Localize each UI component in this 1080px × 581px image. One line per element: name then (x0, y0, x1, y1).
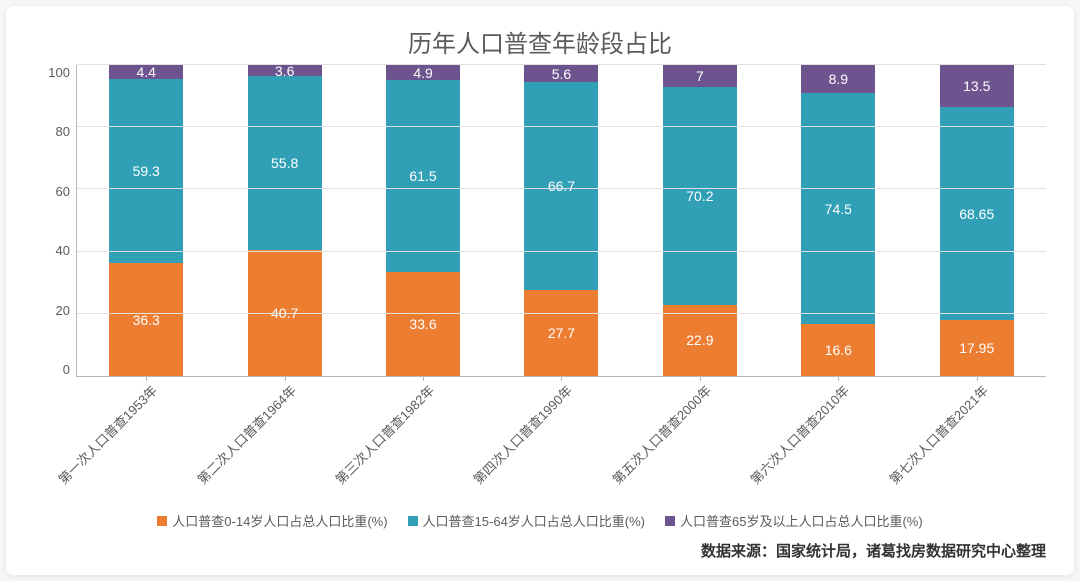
bar-group: 17.95 68.65 13.5 (940, 65, 1014, 376)
bar-segment-age_65p: 3.6 (248, 65, 322, 76)
source-note: 数据来源：国家统计局，诸葛找房数据研究中心整理 (34, 540, 1046, 561)
bar-segment-age_15_64: 59.3 (109, 79, 183, 263)
bar-group: 36.3 59.3 4.4 (109, 65, 183, 376)
y-tick-label: 100 (48, 65, 70, 80)
bar-group: 27.7 66.7 5.6 (524, 65, 598, 376)
bar-value-label: 27.7 (548, 325, 575, 341)
bar-segment-age_0_14: 27.7 (524, 290, 598, 376)
bar-segment-age_15_64: 55.8 (248, 76, 322, 249)
legend-item: 人口普查15-64岁人口占总人口比重(%) (408, 511, 645, 530)
stacked-bar: 36.3 59.3 4.4 (109, 65, 183, 376)
bar-segment-age_65p: 7 (663, 65, 737, 87)
legend-swatch (408, 516, 418, 526)
legend-swatch (157, 516, 167, 526)
bar-value-label: 22.9 (686, 332, 713, 348)
bar-group: 33.6 61.5 4.9 (386, 65, 460, 376)
bar-segment-age_65p: 4.9 (386, 65, 460, 80)
bars-container: 36.359.34.440.755.83.633.661.54.927.766.… (77, 65, 1046, 376)
bar-segment-age_65p: 8.9 (801, 65, 875, 93)
bar-group: 16.6 74.5 8.9 (801, 65, 875, 376)
bar-segment-age_65p: 13.5 (940, 65, 1014, 107)
bar-value-label: 59.3 (133, 163, 160, 179)
x-axis-labels: 第一次人口普查1953年第二次人口普查1964年第三次人口普查1982年第四次人… (77, 376, 1046, 382)
grid-line (77, 64, 1046, 65)
x-axis-space (34, 377, 1046, 507)
y-tick-label: 0 (63, 362, 70, 377)
plot-area: 36.359.34.440.755.83.633.661.54.927.766.… (76, 65, 1046, 377)
bar-segment-age_0_14: 16.6 (801, 324, 875, 376)
bar-value-label: 16.6 (825, 342, 852, 358)
grid-line (77, 188, 1046, 189)
grid-line (77, 251, 1046, 252)
bar-value-label: 4.9 (413, 65, 432, 81)
legend-label: 人口普查15-64岁人口占总人口比重(%) (423, 511, 645, 530)
bar-value-label: 70.2 (686, 188, 713, 204)
y-tick-label: 80 (56, 124, 70, 139)
bar-value-label: 17.95 (959, 340, 994, 356)
bar-segment-age_15_64: 68.65 (940, 107, 1014, 320)
bar-value-label: 7 (696, 68, 704, 84)
bar-group: 40.755.83.6 (248, 65, 322, 376)
legend: 人口普查0-14岁人口占总人口比重(%) 人口普查15-64岁人口占总人口比重(%… (34, 511, 1046, 530)
stacked-bar: 17.95 68.65 13.5 (940, 65, 1014, 376)
bar-segment-age_15_64: 70.2 (663, 87, 737, 305)
bar-segment-age_65p: 5.6 (524, 65, 598, 82)
stacked-bar: 22.9 70.2 7 (663, 65, 737, 376)
bar-value-label: 68.65 (959, 206, 994, 222)
stacked-bar: 27.7 66.7 5.6 (524, 65, 598, 376)
bar-segment-age_0_14: 17.95 (940, 320, 1014, 376)
legend-label: 人口普查0-14岁人口占总人口比重(%) (172, 511, 387, 530)
legend-label: 人口普查65岁及以上人口占总人口比重(%) (680, 511, 923, 530)
bar-segment-age_15_64: 74.5 (801, 93, 875, 325)
bar-value-label: 33.6 (409, 316, 436, 332)
chart-title: 历年人口普查年龄段占比 (34, 24, 1046, 59)
y-axis: 100 80 60 40 20 0 (34, 65, 76, 377)
bar-value-label: 8.9 (829, 71, 848, 87)
bar-value-label: 61.5 (409, 168, 436, 184)
y-tick-label: 40 (56, 243, 70, 258)
stacked-bar: 40.755.83.6 (248, 65, 322, 376)
bar-value-label: 36.3 (133, 312, 160, 328)
chart-card: 历年人口普查年龄段占比 100806040200 36.359.34.440.7… (6, 6, 1074, 575)
chart-area: 100806040200 36.359.34.440.755.83.633.66… (34, 65, 1046, 377)
y-tick-label: 60 (56, 184, 70, 199)
bar-value-label: 55.8 (271, 155, 298, 171)
bar-value-label: 13.5 (963, 78, 990, 94)
bar-segment-age_0_14: 33.6 (386, 272, 460, 376)
bar-segment-age_15_64: 66.7 (524, 82, 598, 289)
bar-segment-age_65p: 4.4 (109, 65, 183, 79)
y-tick-label: 20 (56, 303, 70, 318)
grid-line (77, 313, 1046, 314)
bar-value-label: 66.7 (548, 178, 575, 194)
bar-segment-age_0_14: 36.3 (109, 263, 183, 376)
legend-swatch (665, 516, 675, 526)
bar-segment-age_0_14: 22.9 (663, 305, 737, 376)
bar-value-label: 5.6 (552, 66, 571, 82)
legend-item: 人口普查0-14岁人口占总人口比重(%) (157, 511, 387, 530)
grid-line (77, 126, 1046, 127)
bar-value-label: 74.5 (825, 201, 852, 217)
bar-value-label: 4.4 (136, 64, 155, 80)
legend-item: 人口普查65岁及以上人口占总人口比重(%) (665, 511, 923, 530)
stacked-bar: 16.6 74.5 8.9 (801, 65, 875, 376)
bar-segment-age_15_64: 61.5 (386, 80, 460, 271)
bar-group: 22.9 70.2 7 (663, 65, 737, 376)
stacked-bar: 33.6 61.5 4.9 (386, 65, 460, 376)
